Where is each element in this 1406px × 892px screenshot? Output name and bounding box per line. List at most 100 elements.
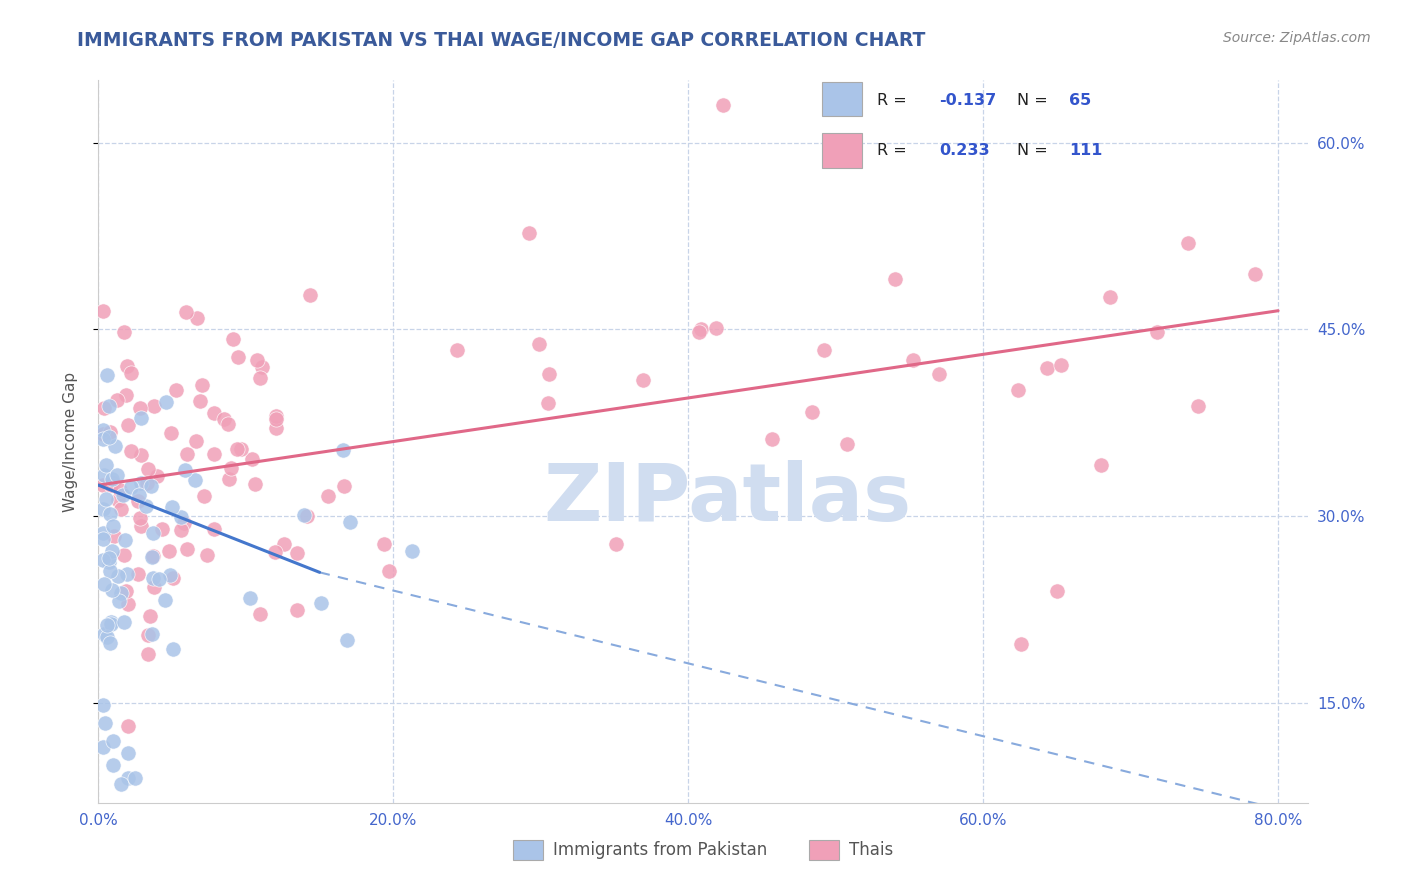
Point bbox=[141, 627, 163, 641]
Point bbox=[117, 597, 139, 611]
Point bbox=[129, 519, 152, 533]
Point bbox=[91, 304, 114, 318]
FancyBboxPatch shape bbox=[821, 134, 862, 168]
Point bbox=[401, 543, 423, 558]
Point bbox=[129, 511, 152, 525]
Point bbox=[91, 423, 114, 437]
Point bbox=[148, 573, 170, 587]
Point bbox=[263, 545, 285, 559]
Point bbox=[98, 507, 121, 521]
Point bbox=[1046, 584, 1069, 599]
Point bbox=[249, 607, 271, 622]
Point bbox=[159, 426, 181, 441]
Point bbox=[222, 333, 245, 347]
Point bbox=[446, 343, 468, 357]
Point bbox=[110, 777, 132, 791]
Point bbox=[1010, 637, 1032, 651]
Point bbox=[336, 632, 359, 647]
Text: 65: 65 bbox=[1069, 93, 1091, 108]
Point bbox=[91, 552, 114, 566]
Point bbox=[138, 462, 160, 476]
Point bbox=[96, 458, 118, 473]
Point bbox=[127, 566, 149, 581]
Point bbox=[115, 359, 138, 373]
Point bbox=[100, 615, 122, 629]
Point bbox=[128, 488, 150, 502]
Point bbox=[184, 473, 207, 487]
Point bbox=[98, 635, 121, 649]
Point bbox=[170, 523, 193, 537]
Point bbox=[117, 746, 139, 760]
Point bbox=[136, 628, 159, 642]
Point bbox=[240, 451, 263, 466]
Point bbox=[120, 444, 142, 458]
Point bbox=[112, 325, 135, 339]
Point bbox=[129, 448, 152, 462]
Point bbox=[1146, 325, 1168, 339]
Text: 111: 111 bbox=[1069, 143, 1102, 158]
Point bbox=[298, 287, 321, 301]
Point bbox=[117, 719, 139, 733]
Text: R =: R = bbox=[877, 93, 912, 108]
Point bbox=[117, 771, 139, 785]
Point bbox=[124, 771, 146, 785]
Point bbox=[107, 594, 129, 608]
Point bbox=[378, 564, 401, 578]
Point bbox=[631, 373, 654, 387]
Point bbox=[266, 409, 288, 423]
Point bbox=[605, 537, 627, 551]
Point bbox=[761, 433, 783, 447]
Point bbox=[226, 351, 249, 365]
Point bbox=[91, 501, 114, 516]
Point bbox=[162, 571, 184, 585]
Point bbox=[146, 468, 169, 483]
Point bbox=[138, 648, 160, 662]
Point bbox=[252, 359, 274, 374]
Point bbox=[285, 546, 308, 560]
Point bbox=[135, 499, 157, 513]
Point bbox=[107, 568, 129, 582]
Point bbox=[91, 426, 114, 441]
Point bbox=[94, 491, 117, 506]
Point bbox=[107, 493, 129, 508]
Point bbox=[690, 322, 713, 336]
Point bbox=[129, 476, 152, 491]
Point bbox=[142, 525, 165, 540]
Point bbox=[704, 321, 727, 335]
Point bbox=[91, 478, 114, 492]
Point bbox=[103, 518, 125, 533]
Point bbox=[219, 461, 242, 475]
Point bbox=[1007, 383, 1029, 397]
Point bbox=[901, 352, 924, 367]
Point bbox=[98, 565, 121, 579]
Point bbox=[98, 425, 121, 439]
Point bbox=[104, 439, 127, 453]
Point bbox=[202, 522, 225, 536]
Point bbox=[91, 432, 114, 446]
FancyBboxPatch shape bbox=[821, 82, 862, 116]
Point bbox=[246, 353, 269, 368]
Point bbox=[160, 500, 183, 515]
Point bbox=[98, 551, 121, 566]
Text: Source: ZipAtlas.com: Source: ZipAtlas.com bbox=[1223, 31, 1371, 45]
Point bbox=[813, 343, 835, 358]
Point bbox=[100, 583, 122, 598]
Point bbox=[928, 367, 950, 381]
Point bbox=[128, 401, 150, 416]
Point bbox=[711, 98, 734, 112]
Point bbox=[142, 549, 165, 563]
Point bbox=[1177, 235, 1199, 250]
Text: N =: N = bbox=[1017, 143, 1053, 158]
Point bbox=[188, 393, 211, 408]
Point bbox=[517, 226, 540, 240]
Point bbox=[239, 591, 262, 605]
Point bbox=[309, 596, 332, 610]
Point bbox=[1187, 399, 1209, 413]
Point bbox=[226, 442, 249, 456]
Text: -0.137: -0.137 bbox=[939, 93, 997, 108]
Point bbox=[159, 543, 181, 558]
Point bbox=[127, 494, 149, 508]
Point bbox=[159, 568, 181, 582]
Point bbox=[176, 447, 198, 461]
Point bbox=[100, 616, 122, 631]
